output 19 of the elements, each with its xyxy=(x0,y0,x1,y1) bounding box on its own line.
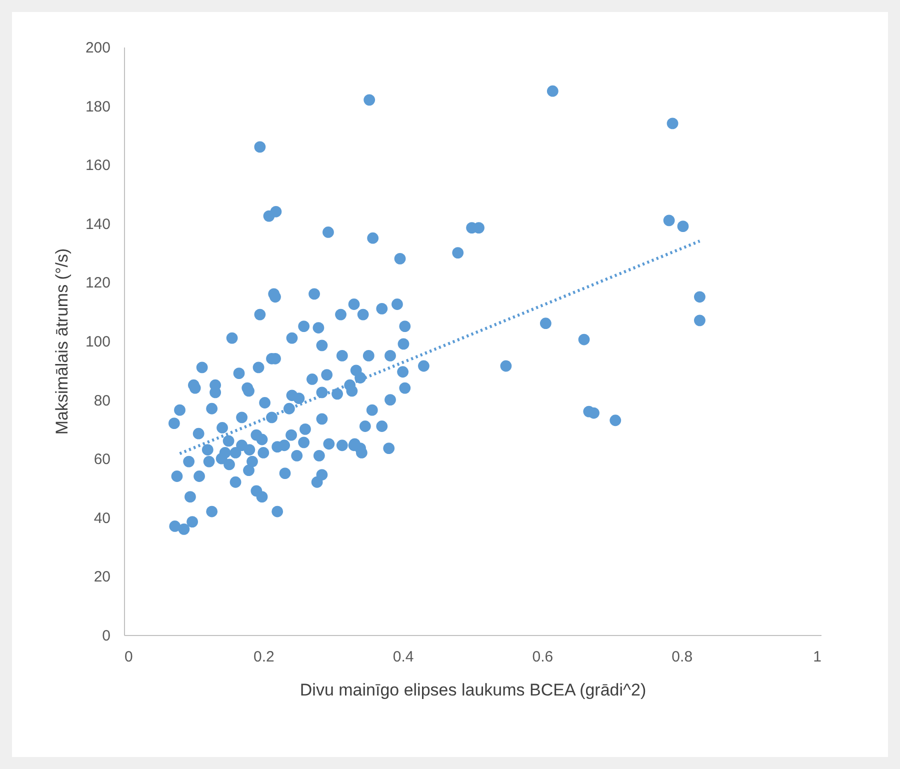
x-tick-label: 1 xyxy=(813,648,822,666)
y-tick-label: 40 xyxy=(94,510,110,527)
x-axis-title: Divu mainīgo elipses laukums BCEA (grādi^2) xyxy=(300,680,646,700)
y-tick-label: 20 xyxy=(94,568,110,586)
y-tick-label: 180 xyxy=(85,98,110,116)
y-tick-label: 140 xyxy=(85,216,110,233)
y-tick-label: 120 xyxy=(85,274,110,292)
y-tick-label: 80 xyxy=(94,392,110,410)
y-tick-label: 60 xyxy=(94,451,110,468)
x-tick-label: 0.2 xyxy=(253,648,274,666)
y-tick-label: 200 xyxy=(85,40,110,56)
x-tick-label: 0.6 xyxy=(532,648,554,666)
x-tick-label: 0.4 xyxy=(392,648,414,666)
y-tick-label: 100 xyxy=(85,334,110,350)
x-tick-label: 0 xyxy=(124,648,133,666)
x-tick-label: 0.8 xyxy=(672,648,693,666)
y-tick-label: 0 xyxy=(102,628,110,644)
y-tick-label: 160 xyxy=(85,157,110,174)
y-axis-title: Maksimālais ātrums (°/s) xyxy=(52,248,72,435)
